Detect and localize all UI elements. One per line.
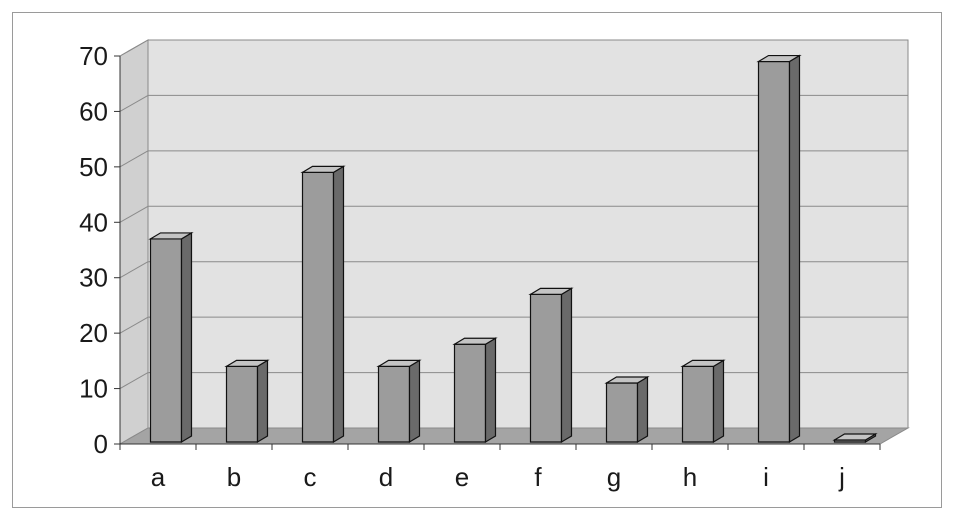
bar-side	[636, 375, 649, 444]
bar-side	[788, 54, 801, 444]
x-tick-label: h	[683, 462, 697, 492]
gridline-side	[119, 261, 149, 279]
bar-top	[224, 359, 270, 367]
bar-side	[484, 337, 497, 444]
gridline-side	[119, 94, 149, 112]
x-tick-label: a	[151, 462, 166, 492]
bar-front	[377, 365, 411, 443]
y-tick-label: 30	[79, 263, 108, 293]
bar-top	[300, 165, 346, 173]
bars	[148, 54, 878, 444]
bar-side	[560, 287, 573, 444]
y-tick-label: 0	[94, 429, 108, 459]
bar-front	[301, 171, 335, 443]
bar-top	[376, 359, 422, 367]
x-tick-label: g	[607, 462, 621, 492]
x-tick-label: j	[838, 462, 845, 492]
bar-top	[756, 54, 802, 63]
bar-top	[680, 359, 726, 367]
axes	[114, 55, 881, 450]
y-tick-label: 40	[79, 207, 108, 237]
bar	[452, 337, 498, 444]
bar-front	[453, 343, 487, 443]
x-tick-label: i	[763, 462, 769, 492]
y-tick-label: 60	[79, 96, 108, 126]
bar-top	[452, 337, 498, 345]
gridline-side	[119, 205, 149, 223]
bar-front	[605, 382, 639, 443]
bar-front	[529, 293, 563, 443]
bar-top	[528, 287, 574, 295]
bar	[224, 359, 270, 444]
y-tick-label: 70	[79, 41, 108, 71]
gridline-side	[119, 150, 149, 168]
bar-front	[225, 365, 259, 443]
bar-side	[408, 359, 421, 444]
bar	[528, 287, 574, 444]
gridline-side	[119, 316, 149, 334]
x-tick-labels: a b c d e f g h i j	[151, 462, 845, 492]
bar-front	[149, 238, 183, 443]
bar	[832, 432, 878, 444]
y-tick-label: 10	[79, 374, 108, 404]
x-tick-label: f	[534, 462, 542, 492]
bar-front	[757, 60, 791, 443]
bar	[148, 231, 194, 444]
x-tick-label: e	[455, 462, 469, 492]
bar-side	[180, 231, 193, 444]
y-tick-labels: 0 10 20 30 40 50 60 70	[79, 41, 108, 459]
bar-top	[148, 232, 194, 240]
bar-side	[256, 359, 269, 444]
bar-top	[832, 433, 878, 441]
bar	[376, 359, 422, 444]
bar-front	[681, 365, 715, 443]
bar-top	[604, 376, 650, 384]
x-tick-label: d	[379, 462, 393, 492]
bar	[604, 375, 650, 444]
y-tick-label: 20	[79, 318, 108, 348]
bar	[756, 54, 802, 444]
bar	[300, 165, 346, 444]
x-tick-label: c	[304, 462, 317, 492]
y-tick-label: 50	[79, 152, 108, 182]
bar-side	[332, 165, 345, 444]
side-wall	[119, 39, 149, 445]
x-tick-label: b	[227, 462, 241, 492]
bar	[680, 359, 726, 444]
bar-side	[712, 359, 725, 444]
gridline-side	[119, 39, 149, 57]
gridline-side	[119, 372, 149, 390]
